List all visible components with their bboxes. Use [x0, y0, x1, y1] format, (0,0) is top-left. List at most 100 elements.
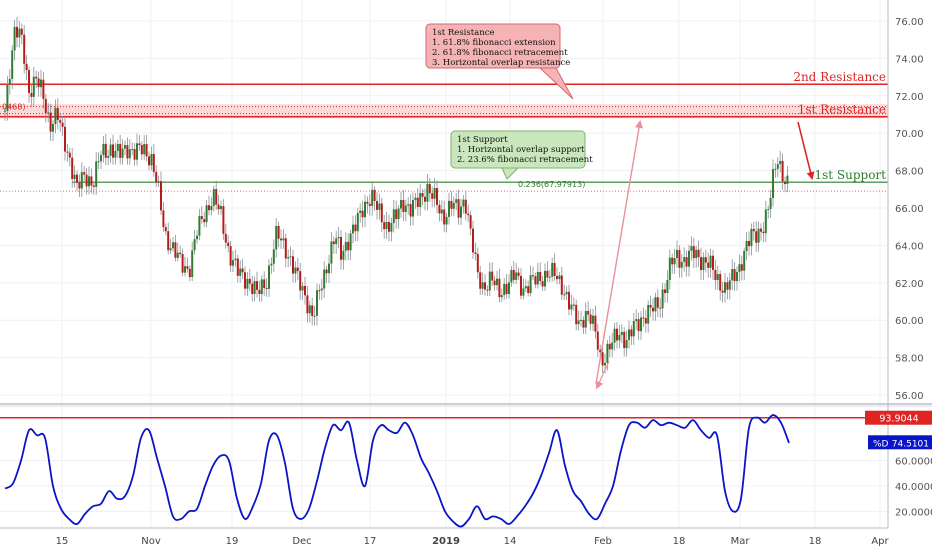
candle-body: [284, 238, 287, 259]
candle-body: [719, 274, 722, 291]
osc-reference-value: 93.9044: [879, 414, 918, 425]
candle-body: [248, 278, 251, 284]
candle-body: [366, 201, 369, 204]
drawing-arrows: [595, 120, 815, 390]
price-tick-label: 68.00: [895, 167, 924, 178]
time-tick-label: Mar: [731, 536, 751, 547]
candle-body: [712, 255, 714, 270]
candle-body: [25, 63, 28, 71]
candle-body: [565, 291, 568, 295]
candle-body: [102, 143, 105, 156]
candle-body: [390, 222, 393, 232]
candle-body: [433, 188, 436, 199]
candle-body: [630, 329, 633, 337]
resistance-callout-line: 1. 61.8% fibonacci extension: [432, 38, 556, 48]
candle-body: [467, 213, 470, 216]
candle-body: [205, 205, 208, 223]
candle-body: [289, 256, 292, 258]
stochastic-pane: [0, 414, 888, 528]
candle-body: [697, 249, 700, 258]
candle-body: [419, 193, 422, 207]
support1-label: 1st Support: [814, 168, 886, 182]
osc-tick-label: 20.0000: [895, 507, 932, 518]
percent-d-value: 74.5101: [892, 439, 929, 449]
candle-body: [292, 256, 294, 274]
candle-body: [35, 76, 38, 79]
candle-body: [100, 155, 102, 162]
candle-body: [688, 250, 690, 267]
candle-body: [68, 152, 71, 158]
candle-body: [301, 285, 304, 291]
candle-body: [529, 275, 532, 294]
candle-body: [508, 282, 510, 295]
candle-body: [496, 278, 498, 286]
candle-body: [464, 199, 467, 214]
level-labels: 2nd Resistance 1st Resistance 1st Support 0…: [2, 70, 886, 189]
candle-body: [606, 343, 609, 363]
candle-body: [750, 228, 753, 247]
candle-body: [121, 148, 124, 158]
time-tick-label: 17: [364, 536, 377, 547]
candle-body: [131, 149, 134, 151]
candle-body: [776, 164, 779, 169]
level-lines: [0, 83, 888, 192]
candle-body: [191, 250, 194, 278]
candle-body: [186, 266, 189, 269]
candle-body: [270, 263, 273, 266]
candle-body: [582, 319, 585, 328]
candle-body: [724, 282, 726, 293]
candle-body: [47, 112, 50, 114]
time-tick-label: Nov: [141, 536, 161, 547]
price-tick-label: 64.00: [895, 241, 924, 252]
candle-body: [635, 319, 638, 322]
price-tick-label: 70.00: [895, 129, 924, 140]
candle-body: [59, 120, 62, 123]
candle-body: [280, 238, 282, 241]
candle-body: [167, 231, 170, 251]
candle-body: [8, 78, 11, 85]
candle-body: [781, 160, 784, 182]
candle-body: [210, 206, 213, 211]
candle-body: [54, 107, 57, 124]
candle-body: [16, 26, 18, 38]
candle-body: [702, 257, 705, 270]
candle-body: [378, 203, 381, 210]
candle-body: [296, 267, 299, 272]
time-tick-label: 18: [673, 536, 686, 547]
candle-body: [215, 189, 218, 205]
candle-body: [138, 143, 141, 146]
candle-body: [392, 209, 395, 223]
time-axis[interactable]: 15 Nov 19 Dec 17 2019 14 Feb 18 Mar 18 Apr: [56, 536, 890, 547]
candle-body: [116, 143, 119, 152]
candle-body: [748, 240, 750, 247]
candle-body: [455, 199, 458, 203]
candle-body: [61, 122, 64, 127]
candle-body: [642, 317, 645, 319]
price-tick-label: 60.00: [895, 316, 924, 327]
candle-body: [457, 199, 460, 218]
candle-body: [426, 183, 429, 202]
candle-body: [236, 258, 239, 276]
candle-body: [594, 315, 597, 332]
candle-body: [637, 319, 640, 332]
candle-body: [517, 272, 520, 276]
candle-body: [313, 315, 316, 317]
price-axis[interactable]: 56.00 58.00 60.00 62.00 64.00 66.00 68.00 70.00…: [865, 17, 932, 518]
candle-body: [767, 209, 770, 211]
candle-body: [136, 143, 138, 160]
candle-body: [104, 143, 107, 158]
candle-body: [402, 199, 405, 212]
candle-body: [541, 281, 544, 287]
osc-tick-label: 60.0000: [895, 457, 932, 468]
candle-body: [445, 216, 448, 225]
candle-body: [407, 204, 410, 206]
candle-body: [88, 176, 90, 187]
candle-body: [568, 291, 570, 310]
candle-body: [95, 161, 98, 187]
candle-body: [395, 209, 398, 220]
candle-body: [361, 210, 364, 218]
candle-body: [23, 34, 26, 64]
oscillator-grid: [0, 406, 888, 528]
candle-body: [253, 281, 256, 294]
